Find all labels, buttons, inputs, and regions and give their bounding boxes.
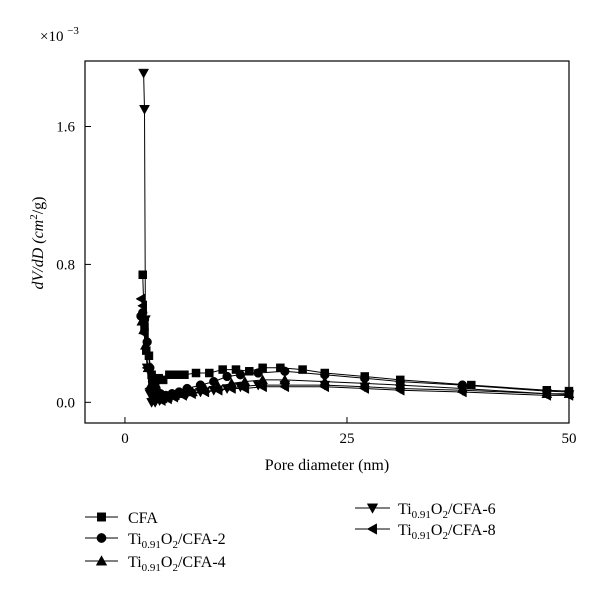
series-layer [135, 68, 575, 408]
legend-label-sub: 0.91 [412, 509, 431, 521]
legend-marker [96, 533, 107, 543]
legend-label-sub: 0.91 [142, 539, 161, 551]
legend-label: Ti0.91O2/CFA-6 [398, 501, 496, 521]
legend-label-sub: 0.91 [142, 562, 161, 574]
series-cfa8 [135, 293, 574, 407]
x-tick-label: 25 [339, 431, 354, 447]
legend-marker [366, 523, 377, 535]
data-point-cfa8 [226, 383, 236, 394]
data-point-cfa8 [394, 384, 405, 396]
data-point-cfa8 [456, 386, 467, 398]
data-point-cfa [158, 375, 168, 385]
data-point-cfa8 [319, 381, 330, 393]
legend-label-tail: /CFA-4 [178, 554, 226, 571]
legend-label-tail: /CFA-6 [448, 501, 496, 518]
y-tick-label: 0.8 [56, 257, 75, 273]
data-point-cfa8 [168, 391, 179, 403]
legend-item-cfa: CFA [85, 510, 158, 527]
legend-label-tail: /CFA-8 [448, 522, 496, 539]
y-multiplier-exponent: −3 [67, 25, 79, 37]
legend-marker [97, 512, 106, 522]
legend-label-tail: /CFA-2 [178, 531, 226, 548]
legend-item-cfa4: Ti0.91O2/CFA-4 [85, 554, 226, 574]
series-line-cfa8 [140, 298, 569, 402]
data-point-cfa8 [135, 293, 146, 305]
data-point-cfa [172, 370, 181, 379]
data-point-cfa [165, 370, 174, 379]
legend-label: Ti0.91O2/CFA-2 [128, 531, 226, 551]
data-point-cfa8 [541, 389, 552, 401]
legend-label-sub2: 2 [172, 539, 178, 551]
y-multiplier: ×10 −3 [40, 25, 79, 45]
legend-label-base: Ti [128, 531, 142, 548]
legend: CFATi0.91O2/CFA-2Ti0.91O2/CFA-4Ti0.91O2/… [85, 501, 496, 574]
data-point-cfa8 [144, 383, 155, 394]
series-cfa2 [136, 308, 574, 401]
data-point-cfa6 [138, 68, 150, 79]
y-axis-label-tail: /g) [30, 196, 47, 214]
plot-frame [84, 60, 570, 424]
legend-label-sub2: 2 [442, 530, 448, 542]
y-axis-label-main: dV/dD (cm [30, 220, 47, 290]
data-point-cfa8 [186, 388, 196, 400]
legend-label: Ti0.91O2/CFA-4 [128, 554, 226, 574]
y-axis-label-sup: 2 [28, 214, 40, 220]
series-cfa6 [138, 68, 575, 408]
data-point-cfa8 [563, 389, 574, 401]
data-point-cfa8 [359, 383, 369, 394]
data-point-cfa8 [137, 300, 147, 312]
series-line-cfa6 [143, 73, 570, 403]
legend-item-cfa8: Ti0.91O2/CFA-8 [355, 522, 496, 542]
legend-label-base: Ti [398, 522, 412, 539]
legend-marker [95, 555, 108, 566]
legend-marker [366, 503, 379, 514]
data-point-cfa [298, 365, 307, 374]
y-multiplier-base: ×10 [40, 29, 63, 45]
legend-label: Ti0.91O2/CFA-8 [398, 522, 496, 542]
x-axis-label: Pore diameter (nm) [265, 457, 389, 474]
data-point-cfa [138, 270, 147, 280]
data-point-cfa2 [235, 370, 246, 380]
legend-label-mid: O [161, 554, 173, 571]
data-point-cfa8 [177, 389, 187, 401]
legend-label-base: CFA [128, 510, 158, 527]
data-point-cfa [180, 370, 189, 379]
data-point-cfa8 [212, 384, 223, 396]
data-point-cfa8 [279, 381, 290, 393]
y-tick-label: 1.6 [56, 120, 75, 136]
legend-item-cfa6: Ti0.91O2/CFA-6 [355, 501, 496, 521]
data-point-cfa8 [199, 386, 210, 398]
legend-label-sub: 0.91 [412, 530, 431, 542]
data-point-cfa8 [257, 381, 267, 393]
data-point-cfa8 [141, 362, 152, 374]
data-point-cfa [218, 365, 227, 374]
legend-label-sub2: 2 [172, 562, 178, 574]
legend-item-cfa2: Ti0.91O2/CFA-2 [85, 531, 226, 551]
data-point-cfa2 [253, 368, 263, 378]
legend-label-mid: O [431, 522, 443, 539]
data-point-cfa2 [222, 371, 232, 382]
data-point-cfa [191, 368, 201, 378]
legend-label-base: Ti [398, 501, 412, 518]
data-point-cfa [245, 367, 254, 376]
data-point-cfa6 [139, 315, 151, 326]
series-cfa [138, 270, 574, 396]
data-point-cfa8 [138, 327, 149, 339]
legend-label-sub2: 2 [442, 509, 448, 521]
legend-label-mid: O [161, 531, 173, 548]
data-point-cfa6 [139, 105, 150, 115]
y-tick-label: 0.0 [56, 395, 75, 411]
legend-label-base: Ti [128, 554, 142, 571]
y-axis-label: dV/dD (cm2/g) [28, 196, 47, 289]
axis-ticks: 0 25 50 0.0 0.8 1.6 [56, 120, 576, 447]
data-point-cfa [205, 368, 214, 378]
data-point-cfa2 [280, 366, 290, 376]
x-tick-label: 0 [121, 431, 129, 447]
data-point-cfa8 [239, 383, 250, 394]
legend-label-mid: O [431, 501, 443, 518]
x-tick-label: 50 [562, 431, 577, 447]
legend-label: CFA [128, 510, 158, 527]
